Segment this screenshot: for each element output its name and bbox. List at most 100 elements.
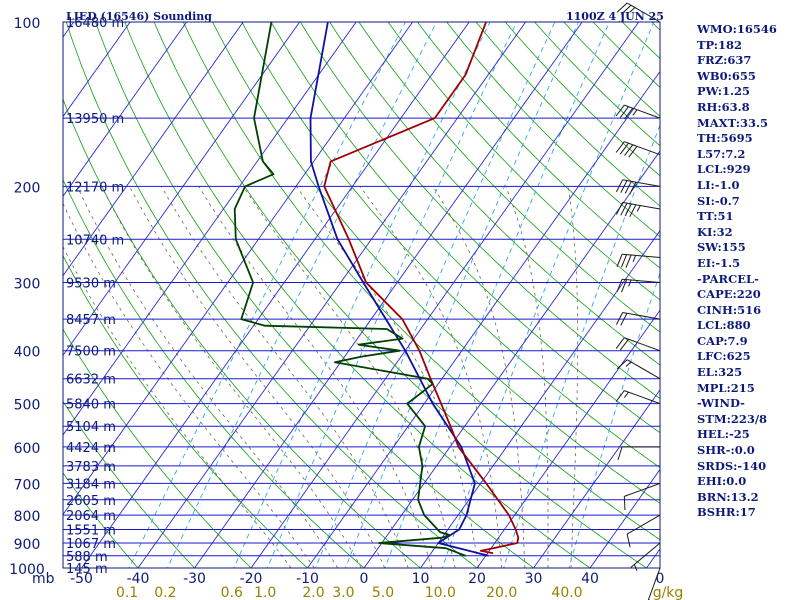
wind-barb <box>615 141 661 158</box>
isotherm <box>193 22 583 568</box>
wind-barb <box>615 104 661 120</box>
mixing-ratio-line <box>441 22 655 568</box>
index-line: LI:-1.0 <box>697 177 740 192</box>
index-line: MAXT:33.5 <box>697 115 768 130</box>
pressure-tick-label: 500 <box>14 398 41 414</box>
index-line: STM:223/8 <box>697 411 768 426</box>
chart-title: LIED (16546) Sounding <box>66 10 212 23</box>
index-line: TH:5695 <box>697 131 753 146</box>
isotherm <box>63 22 414 516</box>
isotherm <box>63 22 188 197</box>
index-line: SW:155 <box>697 240 746 255</box>
temperature-tick-label: 20 <box>468 571 486 587</box>
dry-adiabat <box>95 22 535 568</box>
mixing-ratio-line <box>344 22 579 568</box>
index-line: FRZ:637 <box>697 53 752 68</box>
index-line: LCL:929 <box>697 162 751 177</box>
index-line: TT:51 <box>697 209 734 224</box>
mixing-ratio-tick-label: 2.0 <box>302 585 324 600</box>
temperature-tick-label: 30 <box>525 571 543 587</box>
mixing-ratio-tick-label: 5.0 <box>372 585 394 600</box>
isotherm <box>63 22 244 277</box>
index-line: EL:325 <box>697 365 743 380</box>
height-label: 2064 m <box>66 509 116 524</box>
mixing-ratio-tick-label: 1.0 <box>254 585 276 600</box>
index-line: LCL:880 <box>697 318 751 333</box>
pressure-tick-label: 200 <box>14 180 41 196</box>
index-line: -PARCEL- <box>697 271 759 286</box>
temperature-tick-label: 0 <box>656 571 665 587</box>
moist-adiabat <box>198 186 433 568</box>
wind-barb <box>615 201 661 218</box>
dry-adiabat <box>212 22 660 504</box>
height-label: 4424 m <box>66 441 116 456</box>
isotherm <box>306 70 660 568</box>
index-line: SRDS:-140 <box>697 458 767 473</box>
isotherm <box>250 22 640 568</box>
index-line: BRN:13.2 <box>697 489 759 504</box>
pressure-tick-label: 900 <box>14 537 41 553</box>
temperature-tick-label: 0 <box>360 571 369 587</box>
isotherm <box>363 150 660 568</box>
mixing-ratio-tick-label: 0.1 <box>116 585 138 600</box>
mixing-ratio-line <box>128 22 406 568</box>
index-line: HEL:-25 <box>697 427 750 442</box>
isotherm <box>532 389 660 568</box>
moist-adiabat <box>76 186 339 568</box>
height-label: 1551 m <box>66 524 116 539</box>
isotherm <box>419 229 660 568</box>
wind-barb <box>615 312 661 326</box>
pressure-tick-label: 800 <box>14 509 41 525</box>
height-label: 10740 m <box>66 233 124 248</box>
height-label: 6632 m <box>66 373 116 388</box>
mixing-ratio-line <box>166 22 438 568</box>
height-label: 588 m <box>66 550 108 565</box>
isotherm <box>589 468 660 568</box>
index-line: CINH:516 <box>697 302 762 317</box>
isotherm <box>476 309 660 568</box>
dry-adiabat <box>182 22 660 541</box>
index-line: PW:1.25 <box>697 84 751 99</box>
mixing-ratio-line <box>233 22 491 568</box>
index-line: CAP:7.9 <box>697 333 748 348</box>
mixing-ratio-unit: g/kg <box>653 585 684 600</box>
height-label: 3184 m <box>66 477 116 492</box>
pressure-tick-label: 400 <box>14 345 41 361</box>
index-line: WB0:655 <box>697 68 756 83</box>
isotherm <box>137 22 527 568</box>
wind-barb <box>626 514 661 548</box>
dry-adiabat <box>358 22 660 333</box>
indices-panel: WMO:16546 TP:182 FRZ:637 WB0:655 PW:1.25 RH:6… <box>697 22 800 521</box>
height-label: 1067 m <box>66 537 116 552</box>
height-label: 5104 m <box>66 420 116 435</box>
index-line: SHR-:0.0 <box>697 443 755 458</box>
height-label: 3783 m <box>66 460 116 475</box>
dry-adiabat <box>63 98 422 568</box>
index-line: RH:63.8 <box>697 99 750 114</box>
wind-barb <box>615 337 661 352</box>
index-line: CAPE:220 <box>697 287 761 302</box>
temperature-tick-label: 10 <box>412 571 430 587</box>
temperature-trace <box>323 22 520 555</box>
height-label: 9530 m <box>66 277 116 292</box>
temperature-tick-label: -40 <box>127 571 150 587</box>
isotherm <box>63 22 357 436</box>
sounding-traces <box>233 22 520 557</box>
wind-barb <box>623 482 661 511</box>
index-line: KI:32 <box>697 224 733 239</box>
height-label: 12170 m <box>66 180 124 195</box>
mixing-ratio-line <box>503 124 660 568</box>
pressure-tick-label: 300 <box>14 277 41 293</box>
temperature-tick-label: 40 <box>581 571 599 587</box>
wind-barb <box>616 359 661 380</box>
index-line: TP:182 <box>697 37 743 52</box>
dry-adiabat <box>387 22 660 301</box>
mixing-ratio-line <box>266 22 518 568</box>
wind-barb <box>647 567 661 600</box>
height-label: 5840 m <box>66 398 116 413</box>
height-label: 8457 m <box>66 313 116 328</box>
index-line: EI:-1.5 <box>697 255 741 270</box>
dry-adiabat <box>153 22 648 568</box>
